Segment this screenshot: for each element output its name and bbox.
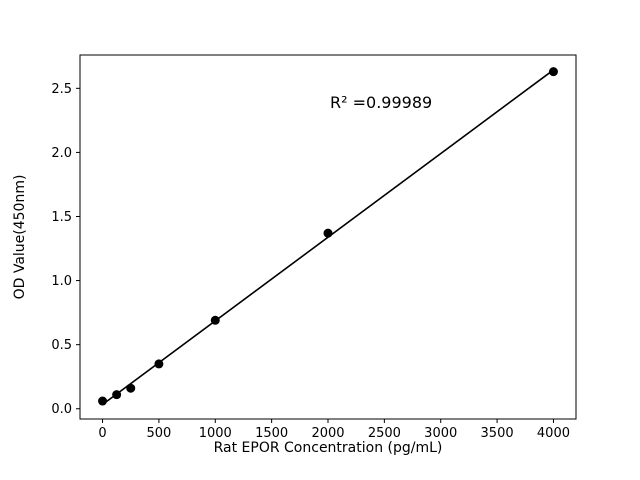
data-point [210, 315, 220, 325]
data-point [323, 228, 333, 238]
data-point [548, 67, 558, 77]
x-tick-label: 500 [146, 426, 171, 441]
y-tick-label: 2.0 [51, 146, 72, 161]
y-tick-label: 0.5 [51, 338, 72, 353]
data-point [112, 390, 122, 400]
data-series [98, 67, 558, 406]
x-tick-label: 3000 [424, 426, 457, 441]
y-tick-label: 1.0 [51, 274, 72, 289]
x-tick-label: 1500 [255, 426, 288, 441]
y-tick-label: 0.0 [51, 402, 72, 417]
y-tick-label: 2.5 [51, 82, 72, 97]
y-axis-ticks: 0.0 0.5 1.0 1.5 2.0 2.5 [51, 82, 80, 417]
data-point [154, 359, 164, 369]
x-tick-label: 2500 [368, 426, 401, 441]
data-point [126, 383, 136, 393]
x-axis-label: Rat EPOR Concentration (pg/mL) [214, 440, 443, 456]
x-tick-label: 0 [98, 426, 106, 441]
data-point [98, 396, 108, 406]
x-tick-label: 3500 [481, 426, 514, 441]
x-axis-ticks: 0 500 1000 1500 2000 2500 3000 3500 4000 [98, 419, 570, 441]
x-tick-label: 1000 [199, 426, 232, 441]
y-tick-label: 1.5 [51, 210, 72, 225]
x-tick-label: 4000 [537, 426, 570, 441]
r-squared-annotation: R² =0.99989 [330, 93, 432, 112]
x-tick-label: 2000 [311, 426, 344, 441]
y-axis-label: OD Value(450nm) [12, 175, 28, 300]
